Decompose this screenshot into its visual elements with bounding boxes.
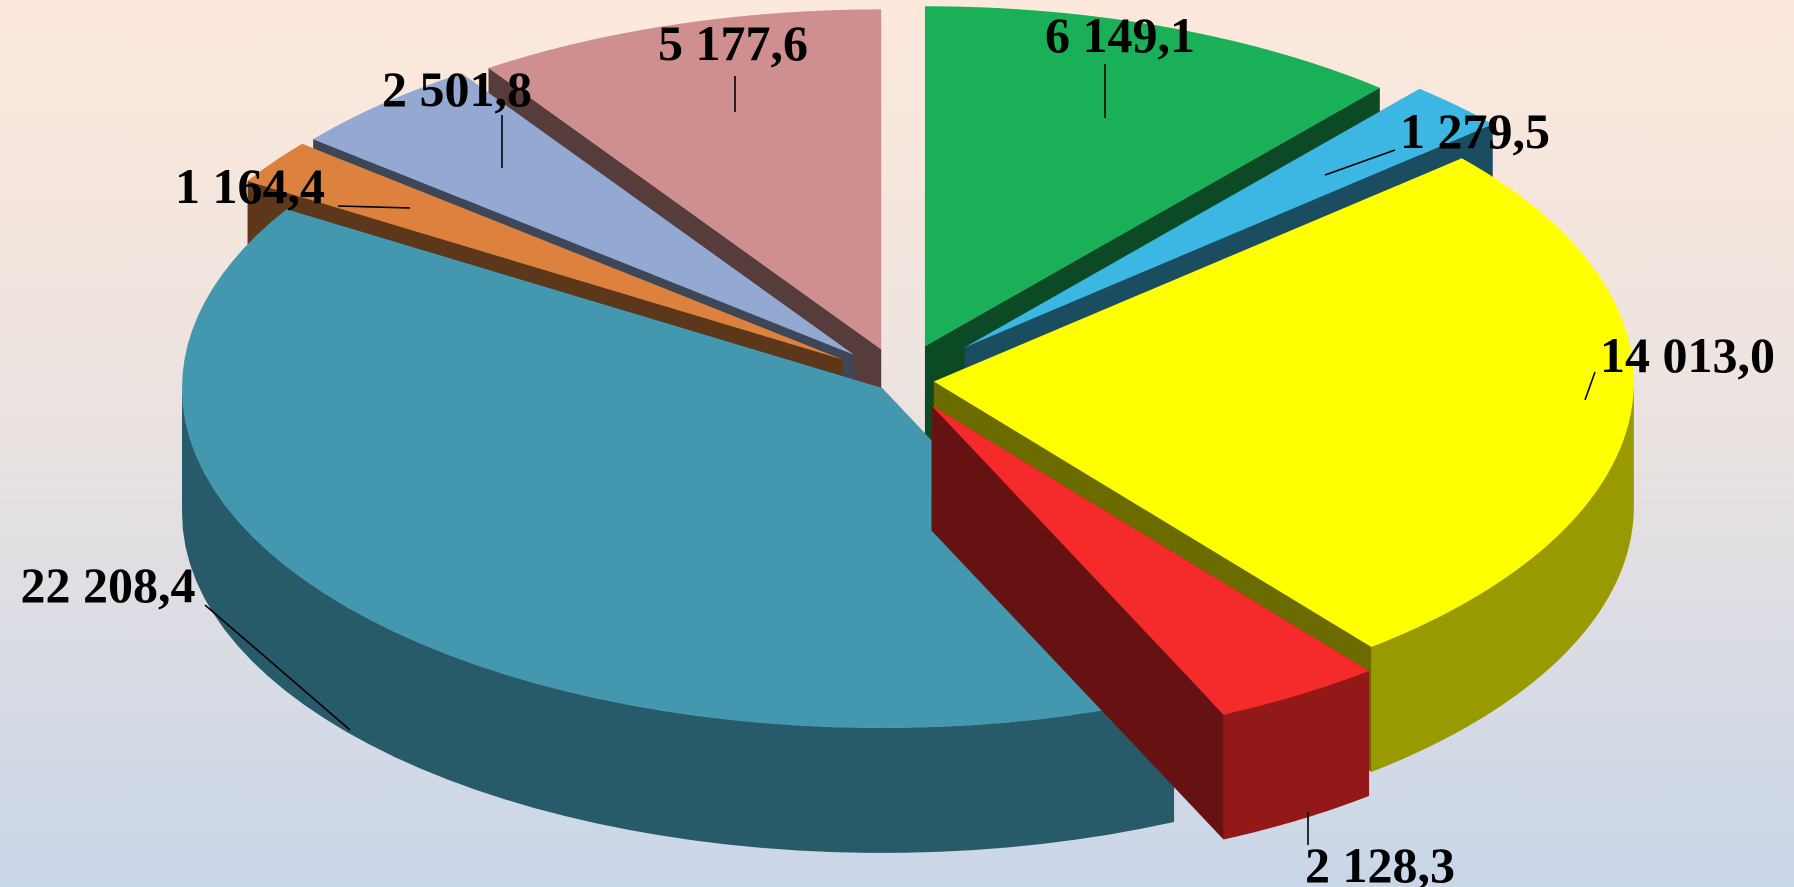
slice-value-label: 5 177,6: [658, 15, 808, 71]
slice-value-label: 6 149,1: [1045, 7, 1195, 63]
slice-value-label: 1 279,5: [1400, 103, 1550, 159]
label-leader-line: [1584, 371, 1596, 401]
pie-slice-wall: [931, 405, 1224, 840]
pie-slice-top: [488, 9, 882, 350]
pie-slice-top: [931, 405, 1370, 715]
pie-slice-top: [182, 209, 1175, 728]
pie-slice-rim: [182, 387, 1175, 853]
slice-value-label: 2 501,8: [382, 61, 532, 117]
pie-slice-top: [933, 158, 1634, 647]
label-leader-line: [337, 205, 411, 209]
label-leader-line: [1324, 149, 1396, 176]
pie-slice-top: [964, 88, 1493, 348]
pie-slice: [931, 405, 1370, 840]
pie-slice-top: [313, 73, 855, 355]
pie-slice-top: [247, 143, 844, 360]
slice-value-label: 2 128,3: [1305, 837, 1455, 887]
pie-slice-top: [924, 6, 1380, 347]
slice-value-label: 22 208,4: [21, 557, 196, 613]
pie-slice-rim: [1371, 381, 1634, 772]
data-labels: 6 149,1 1 279,5 14 013,0 2 128,3 22 208,4 1 1…: [21, 7, 1776, 887]
label-leader-line: [204, 604, 351, 731]
slice-value-label: 1 164,4: [175, 158, 325, 214]
pie-slice-rim: [1223, 670, 1370, 840]
pie-slices: [182, 6, 1634, 853]
slice-value-label: 14 013,0: [1600, 327, 1775, 383]
